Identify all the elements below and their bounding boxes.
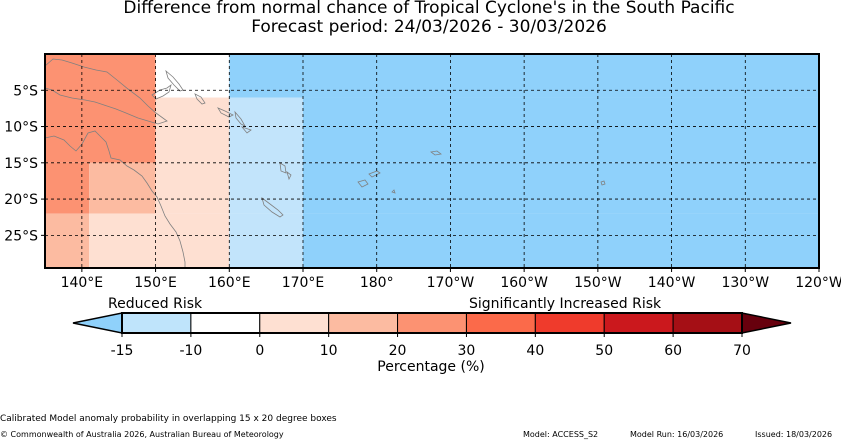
probability-cell-0	[45, 54, 156, 163]
tonga-coastline	[391, 189, 396, 194]
colorbar-tick-label: -10	[179, 343, 202, 359]
malaita-coastline	[234, 110, 247, 127]
forecast-period-subtitle: Forecast period: 24/03/2026 - 30/03/2026	[251, 17, 607, 37]
colorbar-bin	[534, 312, 605, 334]
lat-label: 20°S	[4, 192, 38, 208]
new-caledonia-coastline	[261, 196, 284, 218]
probability-cell-3	[155, 97, 230, 163]
probability-cell-14	[303, 213, 819, 268]
colorbar-tick-label: 20	[389, 343, 407, 359]
colorbar-tick-label: 30	[458, 343, 476, 359]
colorbar-bin	[465, 312, 536, 334]
colorbar	[72, 312, 792, 334]
colorbar-bin	[603, 312, 674, 334]
lat-label: 25°S	[4, 228, 38, 244]
new-guinea-coastline	[44, 58, 168, 125]
colorbar-tick-label: -15	[111, 343, 134, 359]
colorbar-bin	[397, 312, 467, 334]
colorbar-tick-label: 70	[733, 343, 751, 359]
colorbar-bin	[121, 312, 192, 334]
colorbar-bin	[259, 312, 330, 334]
copyright-notice: © Commonwealth of Australia 2026, Austra…	[0, 430, 284, 439]
model-run-date: Model Run: 16/03/2026	[630, 430, 724, 439]
lon-label: 160°W	[500, 275, 548, 291]
probability-cell-11	[45, 213, 90, 268]
model-name: Model: ACCESS_S2	[523, 430, 599, 439]
probability-cell-4	[229, 97, 303, 163]
samoa-coastline	[430, 150, 442, 156]
colorbar-bin	[672, 312, 743, 334]
colorbar-bin	[328, 312, 399, 334]
guadalcanal-coastline	[217, 107, 234, 118]
reduced-risk-label: Reduced Risk	[108, 296, 203, 312]
probability-cell-7	[89, 162, 156, 214]
map-gridlines	[41, 54, 820, 272]
probability-cell-13	[229, 213, 303, 268]
colorbar-label: Percentage (%)	[377, 359, 484, 375]
colorbar-tick-label: 60	[664, 343, 682, 359]
increased-risk-label: Significantly Increased Risk	[469, 296, 662, 312]
probability-cell-10	[303, 162, 819, 214]
lon-label: 140°W	[648, 275, 696, 291]
longitude-labels: 140°E 150°E 160°E 170°E 180° 170°W 160°W 150°W 1…	[61, 275, 841, 291]
latitude-labels: 5°S 10°S 15°S 20°S 25°S	[4, 83, 38, 244]
colorbar-ticks: -15 -10 0 10 20 30 40 50 60 70	[111, 333, 751, 359]
colorbar-tick-label: 10	[320, 343, 338, 359]
makira-coastline	[240, 126, 252, 134]
bougainville-coastline	[194, 93, 206, 105]
colorbar-outline	[121, 312, 743, 334]
lat-label: 15°S	[4, 156, 38, 172]
probability-cell-5	[303, 97, 819, 163]
colorbar-low-extension	[72, 312, 123, 334]
australia-coastline	[44, 130, 186, 269]
coastlines	[44, 58, 606, 269]
fiji-vanua-levu-coastline	[368, 170, 381, 178]
colorbar-bin	[190, 312, 261, 334]
lon-label: 120°W	[795, 275, 841, 291]
colorbar-tick-label: 0	[255, 343, 264, 359]
new-britain-coastline	[151, 83, 172, 100]
fiji-viti-levu-coastline	[357, 179, 369, 188]
vanuatu-espiritu-coastline	[279, 162, 287, 174]
lon-label: 160°E	[208, 275, 251, 291]
lon-label: 150°E	[134, 275, 177, 291]
lon-label: 140°E	[61, 275, 104, 291]
probability-cell-8	[155, 162, 230, 214]
probability-cell-9	[229, 162, 303, 214]
lat-label: 10°S	[4, 120, 38, 136]
cook-islands-coastline	[600, 180, 606, 186]
colorbar-high-extension	[741, 312, 792, 334]
colorbar-tick-label: 50	[595, 343, 613, 359]
vanuatu-efate-coastline	[286, 170, 292, 181]
map-title: Difference from normal chance of Tropica…	[123, 0, 735, 18]
map-frame	[44, 53, 820, 269]
colorbar-tick-label: 40	[526, 343, 544, 359]
probability-cell-12	[89, 213, 230, 268]
issued-date: Issued: 18/03/2026	[755, 430, 833, 439]
new-ireland-coastline	[165, 69, 184, 92]
probability-cell-6	[45, 162, 90, 214]
lon-label: 130°W	[721, 275, 769, 291]
lat-label: 5°S	[13, 83, 38, 99]
probability-cell-1	[155, 54, 230, 98]
lon-label: 150°W	[574, 275, 622, 291]
lon-label: 180°	[360, 275, 394, 291]
anomaly-note: Calibrated Model anomaly probability in …	[0, 414, 337, 424]
probability-cells	[45, 54, 820, 268]
lon-label: 170°W	[427, 275, 475, 291]
lon-label: 170°E	[282, 275, 325, 291]
